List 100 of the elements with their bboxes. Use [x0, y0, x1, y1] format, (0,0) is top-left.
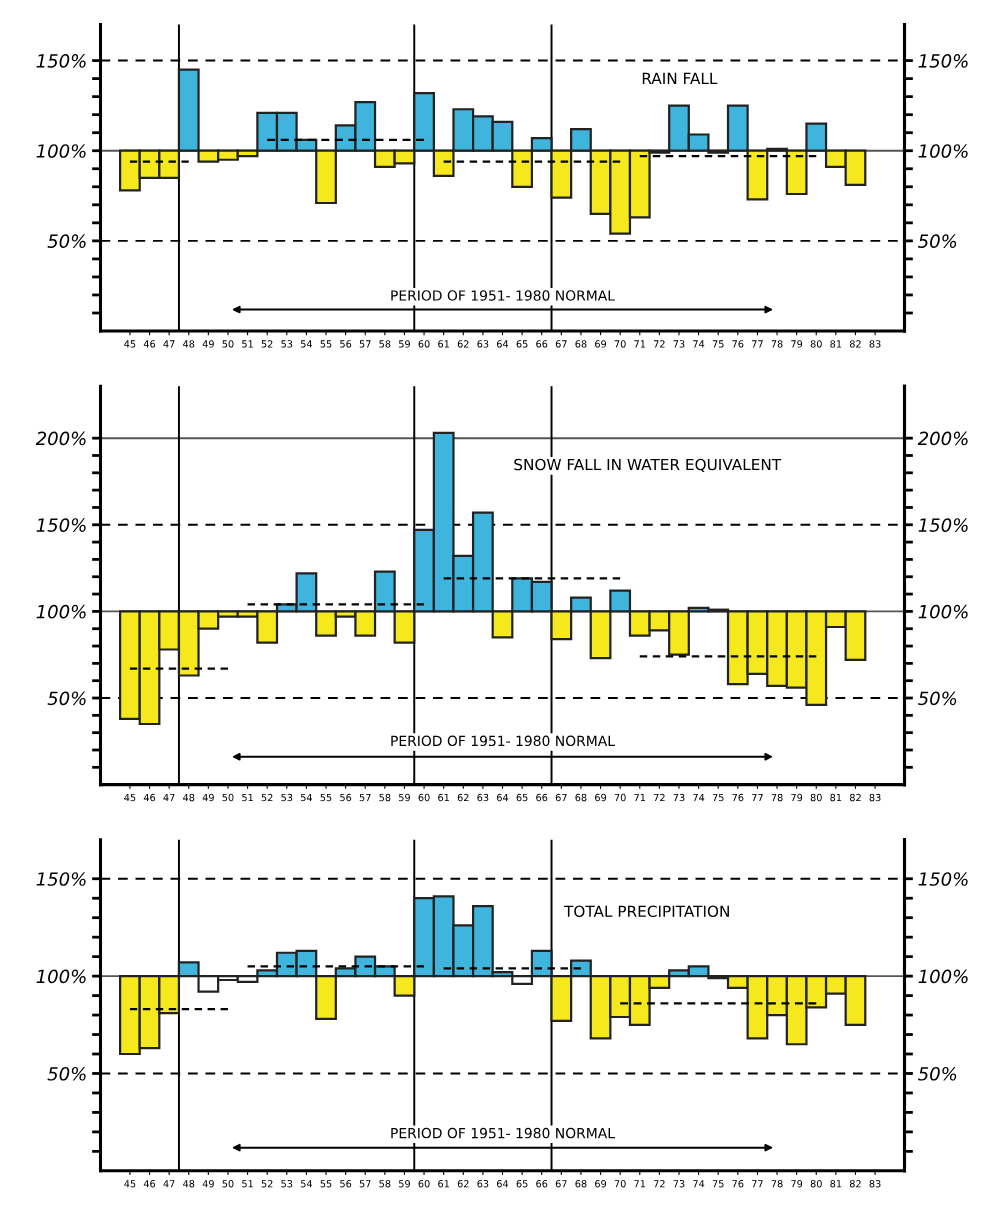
x-tick-label: 60: [418, 340, 430, 348]
x-tick-label: 70: [614, 1180, 626, 1188]
x-tick-label: 72: [653, 1180, 665, 1188]
x-tick-label: 46: [143, 340, 156, 348]
x-tick-label: 49: [202, 793, 214, 802]
x-tick-label: 81: [830, 1180, 842, 1188]
x-tick-label: 49: [202, 340, 214, 348]
x-tick-label: 48: [183, 340, 195, 348]
y-tick-label: 100%: [36, 969, 86, 984]
x-tick-label: 81: [830, 793, 842, 802]
x-tick-label: 59: [399, 793, 410, 802]
x-tick-label: 45: [124, 1180, 136, 1188]
x-tick-label: 63: [477, 340, 489, 348]
x-tick-label: 56: [340, 340, 352, 348]
y2-tick-label: 100%: [918, 144, 968, 158]
x-tick-label: 82: [849, 340, 861, 348]
x-tick-label: 69: [595, 1180, 607, 1188]
x-tick-label: 47: [163, 1180, 175, 1188]
x-tick-label: 75: [712, 1180, 724, 1188]
y2-tick-label: 50%: [918, 691, 957, 706]
y-tick-label: 150%: [36, 872, 86, 886]
x-tick-label: 60: [418, 1180, 430, 1188]
x-tick-label: 73: [673, 793, 685, 802]
x-tick-label: 61: [438, 793, 449, 802]
y-tick-label: 150%: [36, 518, 86, 532]
x-tick-label: 76: [732, 793, 744, 802]
x-tick-label: 76: [732, 340, 744, 348]
x-tick-label: 61: [438, 340, 449, 348]
x-tick-label: 45: [124, 340, 136, 348]
y2-tick-label: 200%: [917, 431, 968, 446]
x-tick-label: 66: [536, 793, 548, 802]
x-tick-label: 53: [281, 793, 293, 802]
y-tick-label: 50%: [47, 234, 86, 248]
x-tick-label: 79: [791, 793, 803, 802]
x-tick-label: 50: [222, 793, 234, 802]
x-tick-label: 70: [614, 340, 626, 348]
x-tick-label: 79: [791, 340, 803, 348]
x-tick-label: 53: [281, 340, 293, 348]
x-tick-label: 57: [359, 793, 371, 802]
x-tick-label: 56: [340, 1180, 352, 1188]
x-tick-label: 55: [320, 1180, 332, 1188]
x-tick-label: 61: [438, 1180, 449, 1188]
x-tick-label: 83: [869, 340, 881, 348]
x-tick-label: 78: [771, 340, 783, 348]
y2-tick-label: 100%: [918, 969, 968, 984]
x-tick-label: 74: [693, 340, 705, 348]
x-tick-label: 76: [732, 1180, 744, 1188]
x-tick-label: 65: [516, 793, 528, 802]
x-tick-label: 55: [320, 340, 332, 348]
x-tick-label: 64: [496, 1180, 509, 1188]
x-tick-label: 77: [752, 1180, 763, 1188]
x-tick-label: 69: [595, 793, 607, 802]
x-tick-label: 79: [791, 1180, 803, 1188]
x-tick-label: 82: [849, 793, 861, 802]
x-tick-label: 63: [477, 793, 489, 802]
x-tick-label: 80: [810, 793, 822, 802]
x-tick-label: 73: [673, 1180, 685, 1188]
x-tick-label: 66: [536, 1180, 548, 1188]
x-tick-label: 59: [399, 340, 410, 348]
y-tick-label: 100%: [36, 604, 86, 619]
x-tick-label: 52: [261, 340, 273, 348]
y2-tick-label: 150%: [918, 872, 968, 886]
annotation: PERIOD OF 1951- 1980 NORMAL: [391, 290, 615, 301]
x-tick-label: 57: [359, 1180, 371, 1188]
y-tick-label: 150%: [36, 54, 86, 68]
x-tick-label: 45: [124, 793, 136, 802]
x-tick-label: 80: [810, 1180, 822, 1188]
x-tick-label: 73: [673, 340, 685, 348]
y2-tick-label: 50%: [918, 234, 957, 248]
x-tick-label: 81: [830, 340, 842, 348]
x-tick-label: 65: [516, 1180, 528, 1188]
x-tick-label: 67: [555, 793, 567, 802]
x-tick-label: 56: [340, 793, 352, 802]
x-tick-label: 83: [869, 793, 881, 802]
x-tick-label: 55: [320, 793, 332, 802]
y-tick-label: 50%: [47, 1066, 86, 1081]
x-tick-label: 69: [595, 340, 607, 348]
x-tick-label: 68: [575, 793, 587, 802]
x-tick-label: 58: [379, 1180, 391, 1188]
x-tick-label: 62: [457, 1180, 469, 1188]
x-tick-label: 63: [477, 1180, 489, 1188]
x-tick-label: 50: [222, 1180, 234, 1188]
y2-tick-label: 50%: [918, 1066, 957, 1081]
x-tick-label: 52: [261, 1180, 273, 1188]
x-tick-label: 68: [575, 1180, 587, 1188]
x-tick-label: 77: [752, 340, 763, 348]
y2-tick-label: 150%: [918, 518, 968, 532]
text: SNOW FALL IN WATER EQUIVALENT: [514, 458, 782, 473]
x-tick-label: 58: [379, 793, 391, 802]
x-tick-label: 75: [712, 340, 724, 348]
y2-tick-label: 100%: [918, 604, 968, 619]
y-tick-label: 200%: [35, 431, 86, 446]
x-tick-label: 71: [634, 340, 646, 348]
x-tick-label: 78: [771, 793, 783, 802]
x-tick-label: 49: [202, 1180, 214, 1188]
y-tick-label: 100%: [36, 144, 86, 158]
x-tick-label: 71: [634, 1180, 646, 1188]
x-tick-label: 47: [163, 793, 175, 802]
text: TOTAL PRECIPITATION: [563, 905, 729, 918]
x-tick-label: 51: [242, 793, 253, 802]
